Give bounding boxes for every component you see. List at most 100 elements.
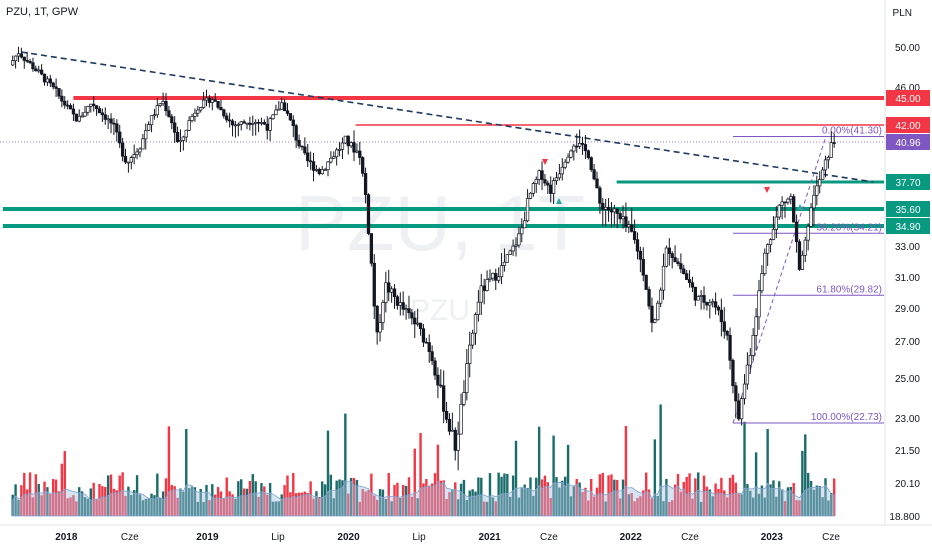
volume-bar — [783, 501, 787, 516]
buy-marker — [556, 198, 562, 204]
volume-bar — [714, 483, 717, 516]
time-axis[interactable]: 2018 Cze 2019 Lip 2020 Lip 2021 Cze 2022 Cze 2023 C… — [0, 524, 932, 543]
candle-body — [427, 342, 431, 352]
candle-body — [780, 201, 784, 206]
candle-body — [118, 131, 122, 144]
candle-body — [673, 257, 677, 263]
candle-body — [89, 103, 93, 107]
volume-bar — [451, 489, 454, 516]
candle-body — [375, 305, 379, 333]
volume-bar — [144, 498, 147, 516]
candle-body — [658, 289, 663, 304]
candle-body — [653, 319, 657, 323]
candle-body — [748, 355, 752, 366]
volume-bar — [355, 480, 359, 516]
candle-body — [227, 119, 232, 122]
candle-body — [42, 73, 47, 83]
volume-bar — [766, 428, 769, 516]
volume-bar — [465, 499, 469, 516]
candle-body — [832, 142, 836, 144]
volume-bar — [636, 497, 639, 516]
volume-bar — [572, 486, 576, 516]
candle-body — [268, 118, 272, 131]
buy-marker — [797, 204, 803, 210]
candle-body — [661, 265, 666, 291]
volume-bar — [384, 499, 388, 516]
volume-bar — [639, 496, 642, 516]
volume-bar — [25, 489, 29, 516]
candle-body — [592, 169, 596, 180]
volume-bar — [598, 474, 602, 516]
candle-body — [517, 233, 521, 246]
price-tick-label: 21.50 — [895, 446, 920, 457]
volume-bar — [263, 486, 266, 516]
price-tick-label: 33.00 — [895, 242, 920, 253]
candle-body — [820, 169, 825, 180]
volume-bar — [289, 492, 292, 516]
candle-body — [369, 233, 374, 264]
candle-body — [254, 121, 258, 124]
volume-bar — [63, 451, 66, 516]
candle-body — [739, 398, 744, 420]
candle-body — [184, 129, 188, 138]
candle-body — [797, 241, 802, 270]
volume-bar — [69, 497, 72, 516]
volume-bar — [806, 472, 810, 516]
volume-bar — [526, 488, 529, 516]
symbol-header[interactable]: PZU, 1T, GPW — [6, 6, 79, 18]
volume-bar — [375, 499, 379, 516]
volume-bar — [57, 491, 61, 516]
candle-body — [274, 109, 278, 116]
volume-bar — [691, 498, 694, 516]
candle-body — [624, 216, 628, 228]
price-axis[interactable]: 50.00 46.00 33.00 31.00 29.00 27.00 25.00 23.00… — [884, 0, 920, 525]
volume-bar — [644, 472, 648, 516]
candle-body — [361, 157, 365, 174]
candle-body — [667, 247, 671, 254]
candle-body — [705, 302, 709, 306]
candle-body — [453, 429, 457, 451]
last-price-tag — [886, 134, 930, 150]
candle-body — [566, 156, 570, 163]
candle-body — [543, 179, 547, 184]
candle-body — [16, 53, 21, 57]
candle-body — [126, 161, 131, 164]
candle-body — [815, 185, 819, 196]
trendline[interactable] — [21, 51, 874, 183]
candle-body — [459, 403, 463, 435]
candle-body — [337, 149, 342, 151]
volume-bar — [240, 479, 243, 516]
candle-body — [135, 151, 139, 155]
volume-bar — [416, 498, 419, 516]
volume-bar — [676, 474, 680, 516]
candle-body — [326, 161, 330, 170]
volume-bar — [300, 492, 304, 516]
volume-bar — [135, 475, 139, 516]
candle-body — [416, 322, 420, 325]
candle-body — [306, 152, 310, 162]
candle-body — [511, 245, 515, 252]
volume-bar — [274, 501, 278, 516]
price-tick-label: 31.00 — [895, 273, 920, 284]
volume-bar — [309, 481, 312, 516]
fibonacci-retracement[interactable]: 0.00%(41.30) 38.20%(34.21) 61.80%(29.82) 10… — [732, 125, 884, 424]
candle-body — [641, 258, 645, 276]
volume-bar — [326, 430, 330, 516]
volume-bar — [578, 482, 581, 516]
candle-body — [158, 103, 162, 106]
volume-bar — [132, 490, 136, 516]
candle-body — [31, 62, 35, 70]
volume-bar — [358, 501, 362, 516]
volume-bar — [251, 474, 254, 516]
volume-bar — [404, 485, 408, 516]
candle-body — [152, 114, 157, 117]
candle-body — [155, 105, 159, 116]
candle-body — [335, 149, 339, 158]
candle-body — [792, 196, 796, 223]
candle-body — [13, 55, 18, 61]
volume-bar — [650, 498, 654, 516]
candle-body — [317, 169, 321, 175]
candle-body — [378, 322, 382, 333]
